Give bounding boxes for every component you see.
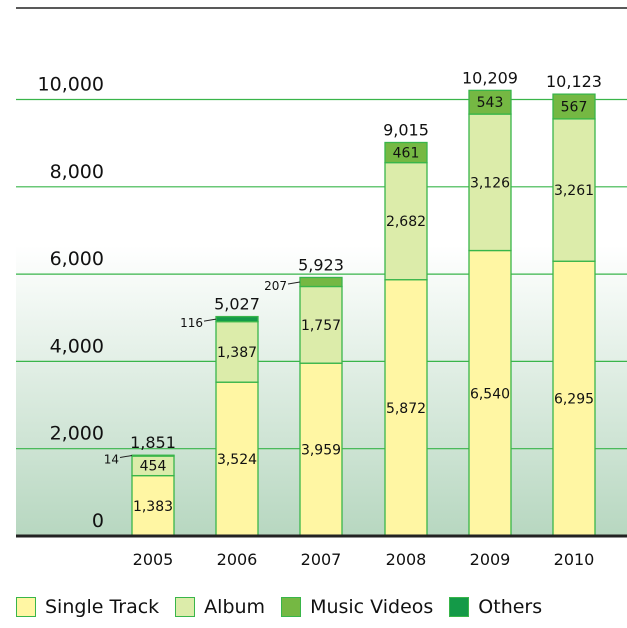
bar-segment: [552, 260, 596, 537]
bar-segment: [468, 113, 512, 252]
bar-segment: [299, 276, 343, 288]
y-axis-tick-labels: 0 2,000 4,000 6,000 8,000 10,000: [38, 74, 104, 533]
segment-value-label: 14: [104, 453, 119, 467]
bar-segment: [384, 279, 428, 537]
bar-segment: [384, 141, 428, 164]
legend-swatch-album: [175, 597, 196, 617]
bar-total-label: 10,209: [462, 68, 518, 87]
y-tick-label: 6,000: [50, 248, 104, 270]
bar-segment: [215, 315, 259, 323]
bar-segment: [384, 161, 428, 281]
segment-value-label: 3,126: [470, 175, 510, 191]
bar-segment: [299, 285, 343, 364]
segment-value-label: 5,872: [386, 401, 426, 417]
legend: Single Track Album Music Videos Others: [16, 592, 627, 622]
y-tick-label: 0: [92, 510, 104, 532]
legend-label-others: Others: [478, 596, 543, 618]
legend-item-album: Album: [175, 596, 265, 618]
legend-item-single-track: Single Track: [16, 596, 159, 618]
bar-total-label: 5,027: [214, 295, 260, 314]
bar-total-label: 1,851: [130, 433, 176, 452]
segment-value-label: 6,295: [554, 392, 594, 408]
segment-value-label: 543: [477, 95, 504, 111]
segment-value-label: 3,261: [554, 183, 594, 199]
bar-segment: [552, 93, 596, 120]
segment-value-label: 116: [180, 316, 203, 330]
legend-item-music-videos: Music Videos: [281, 596, 433, 618]
segment-value-label: 461: [393, 146, 420, 162]
segment-value-label: 1,757: [301, 318, 341, 334]
legend-label-album: Album: [204, 596, 266, 618]
segment-value-label: 1,387: [217, 345, 257, 361]
bar-segment: [299, 362, 343, 537]
x-tick-label: 2007: [301, 550, 342, 569]
y-tick-label: 2,000: [50, 423, 104, 445]
leader-line: [203, 318, 217, 322]
bar-total-label: 9,015: [383, 120, 429, 139]
segment-value-label: 454: [140, 459, 167, 475]
segment-value-label: 567: [561, 100, 588, 116]
bar-segment: [215, 381, 259, 537]
y-tick-label: 4,000: [50, 335, 104, 357]
data-labels: 1,383 454 14 1,851 3,524 1,387 116 5,027 3,959 1,…: [104, 68, 602, 514]
x-tick-label: 2008: [386, 550, 427, 569]
segment-value-label: 1,383: [133, 499, 173, 515]
leader-line: [119, 455, 133, 459]
segment-value-label: 3,524: [217, 452, 257, 468]
legend-swatch-single-track: [16, 597, 36, 617]
x-tick-label: 2005: [133, 550, 174, 569]
legend-item-others: Others: [449, 596, 542, 618]
bar-total-label: 10,123: [546, 72, 602, 91]
x-tick-label: 2010: [554, 550, 595, 569]
y-tick-label: 8,000: [50, 161, 104, 183]
legend-label-single-track: Single Track: [45, 596, 160, 618]
bar-segment: [552, 118, 596, 262]
segment-value-label: 3,959: [301, 443, 341, 459]
bar-segment: [468, 89, 512, 115]
bar-segment: [131, 454, 175, 457]
segment-value-label: 6,540: [470, 386, 510, 402]
segment-value-label: 207: [264, 279, 287, 293]
segment-value-label: 2,682: [386, 214, 426, 230]
legend-swatch-others: [449, 597, 470, 617]
y-tick-label: 10,000: [38, 74, 104, 96]
legend-swatch-music-videos: [281, 597, 302, 617]
x-tick-label: 2006: [217, 550, 258, 569]
bar-total-label: 5,923: [298, 255, 344, 274]
x-axis-tick-labels: 2005 2006 2007 2008 2009 2010: [133, 550, 595, 569]
x-tick-label: 2009: [470, 550, 511, 569]
legend-label-music-videos: Music Videos: [310, 596, 434, 618]
bars: [131, 89, 596, 537]
bar-segment: [215, 320, 259, 383]
leader-line: [287, 281, 301, 285]
